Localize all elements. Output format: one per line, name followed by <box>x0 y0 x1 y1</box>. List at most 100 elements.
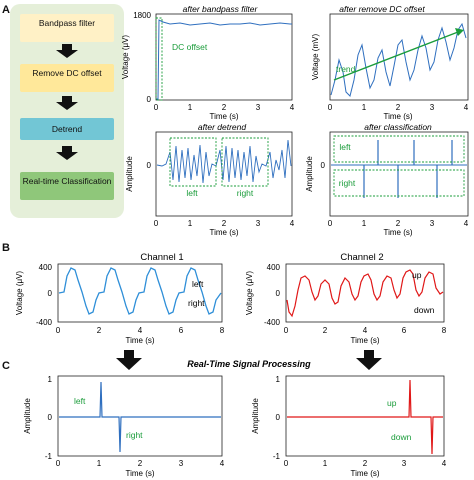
plot-frame <box>285 263 445 323</box>
dc-offset-box <box>155 17 163 101</box>
x-tick-label: 4 <box>464 103 469 112</box>
chart-classification: after classification 0 Amplitude 0 1 2 3… <box>305 122 469 237</box>
plot-frame <box>329 131 469 217</box>
chart-classification-ch2: 1 0 -1 Amplitude 0 1 2 3 4 Time (s) up d… <box>251 375 447 478</box>
x-axis-label: Time (s) <box>350 469 379 478</box>
x-axis-label: Time (s) <box>209 112 238 121</box>
x-tick-label: 0 <box>328 103 333 112</box>
trend-arrow-head <box>455 28 464 36</box>
x-tick-label: 3 <box>179 459 184 468</box>
x-axis-label: Time (s) <box>209 228 238 237</box>
flow-step-remove-dc: Remove DC offset <box>20 64 114 92</box>
trend-arrow-line <box>333 31 459 81</box>
x-tick-label: 0 <box>328 219 333 228</box>
x-tick-label: 2 <box>138 459 143 468</box>
y-tick-label: -400 <box>264 318 281 327</box>
label-down: down <box>414 305 435 315</box>
y-tick-label: -1 <box>273 452 281 461</box>
x-tick-label: 3 <box>256 219 261 228</box>
x-tick-label: 8 <box>220 326 225 335</box>
y-axis-label: Voltage (μV) <box>15 271 24 316</box>
x-tick-label: 1 <box>188 103 193 112</box>
processing-arrow-right <box>356 350 382 370</box>
chart-title: Channel 2 <box>340 252 383 263</box>
chart-remove-dc: after remove DC offset Voltage (mV) 0 1 … <box>311 4 469 121</box>
signal-trace <box>58 267 222 315</box>
flow-arrows <box>56 44 78 160</box>
right-label-bg <box>336 177 358 188</box>
annotation-trend: trend <box>336 64 356 74</box>
x-tick-label: 0 <box>284 326 289 335</box>
signal-trace <box>156 19 292 100</box>
chart-classification-ch1: 1 0 -1 Amplitude 0 1 2 3 4 Time (s) left… <box>23 375 225 478</box>
x-tick-label: 3 <box>402 459 407 468</box>
signal-trace <box>59 381 221 453</box>
x-tick-label: 6 <box>402 326 407 335</box>
y-tick-label: 0 <box>321 161 326 170</box>
chart-title: after detrend <box>198 122 246 132</box>
y-tick-label: -1 <box>45 452 53 461</box>
x-tick-label: 4 <box>290 219 295 228</box>
x-axis-label: Time (s) <box>350 336 379 345</box>
label-right: right <box>188 298 205 308</box>
x-tick-label: 3 <box>256 103 261 112</box>
y-tick-label: 400 <box>267 263 281 272</box>
y-tick-label: 400 <box>39 263 53 272</box>
signal-trace <box>286 269 444 318</box>
label-left: left <box>74 396 86 406</box>
panel-label-c: C <box>2 360 10 372</box>
right-class-box <box>333 169 465 197</box>
left-event-label: left <box>186 188 198 198</box>
x-axis-label: Time (s) <box>383 228 412 237</box>
y-axis-label: Voltage (mV) <box>311 34 320 81</box>
label-left: left <box>192 279 204 289</box>
x-tick-label: 4 <box>290 103 295 112</box>
left-event-box <box>169 137 217 187</box>
right-label-bg <box>232 188 258 199</box>
x-tick-label: 2 <box>396 219 401 228</box>
flow-step-bandpass: Bandpass filter <box>20 14 114 42</box>
chart-title: after bandpass filter <box>183 4 259 14</box>
x-tick-label: 0 <box>154 219 159 228</box>
y-tick-label: 1 <box>276 375 281 384</box>
plot-frame <box>155 131 293 217</box>
y-axis-label: Voltage (μV) <box>121 35 130 80</box>
panel-label-b: B <box>2 242 10 254</box>
x-tick-label: 1 <box>362 219 367 228</box>
y-tick-label: 0 <box>147 161 152 170</box>
x-tick-label: 2 <box>396 103 401 112</box>
chart-channel-2: Channel 2 400 0 -400 Voltage (μV) 0 2 4 … <box>245 252 447 345</box>
y-tick-label: 0 <box>147 95 152 104</box>
signal-trace <box>330 22 467 97</box>
x-tick-label: 4 <box>220 459 225 468</box>
x-tick-label: 0 <box>56 326 61 335</box>
x-tick-label: 3 <box>430 219 435 228</box>
y-axis-label: Amplitude <box>23 398 32 434</box>
left-class-label: left <box>339 142 351 152</box>
y-tick-label: 0 <box>276 289 281 298</box>
x-tick-label: 2 <box>323 326 328 335</box>
plot-frame <box>57 263 223 323</box>
y-tick-label: 1 <box>48 375 53 384</box>
label-right: right <box>126 430 143 440</box>
processing-arrow-left <box>116 350 142 370</box>
annotation-dc-offset: DC offset <box>172 42 208 52</box>
y-tick-label: 0 <box>48 289 53 298</box>
y-axis-label: Voltage (μV) <box>245 271 254 316</box>
left-class-box <box>333 135 465 163</box>
x-tick-label: 2 <box>222 219 227 228</box>
flow-step-detrend: Detrend <box>20 118 114 140</box>
chart-detrend: after detrend 0 Amplitude 0 1 2 3 4 Time… <box>125 122 295 237</box>
plot-frame <box>329 13 469 101</box>
x-tick-label: 2 <box>363 459 368 468</box>
x-tick-label: 2 <box>222 103 227 112</box>
right-event-label: right <box>237 188 254 198</box>
label-up: up <box>387 398 397 408</box>
flow-step-classification: Real-time Classification <box>20 172 114 200</box>
processing-label: Real-Time Signal Processing <box>187 359 311 369</box>
panel-label-a: A <box>2 4 10 16</box>
x-tick-label: 2 <box>97 326 102 335</box>
x-tick-label: 4 <box>138 326 143 335</box>
chart-channel-1: Channel 1 400 0 -400 Voltage (μV) 0 2 4 … <box>15 252 225 345</box>
